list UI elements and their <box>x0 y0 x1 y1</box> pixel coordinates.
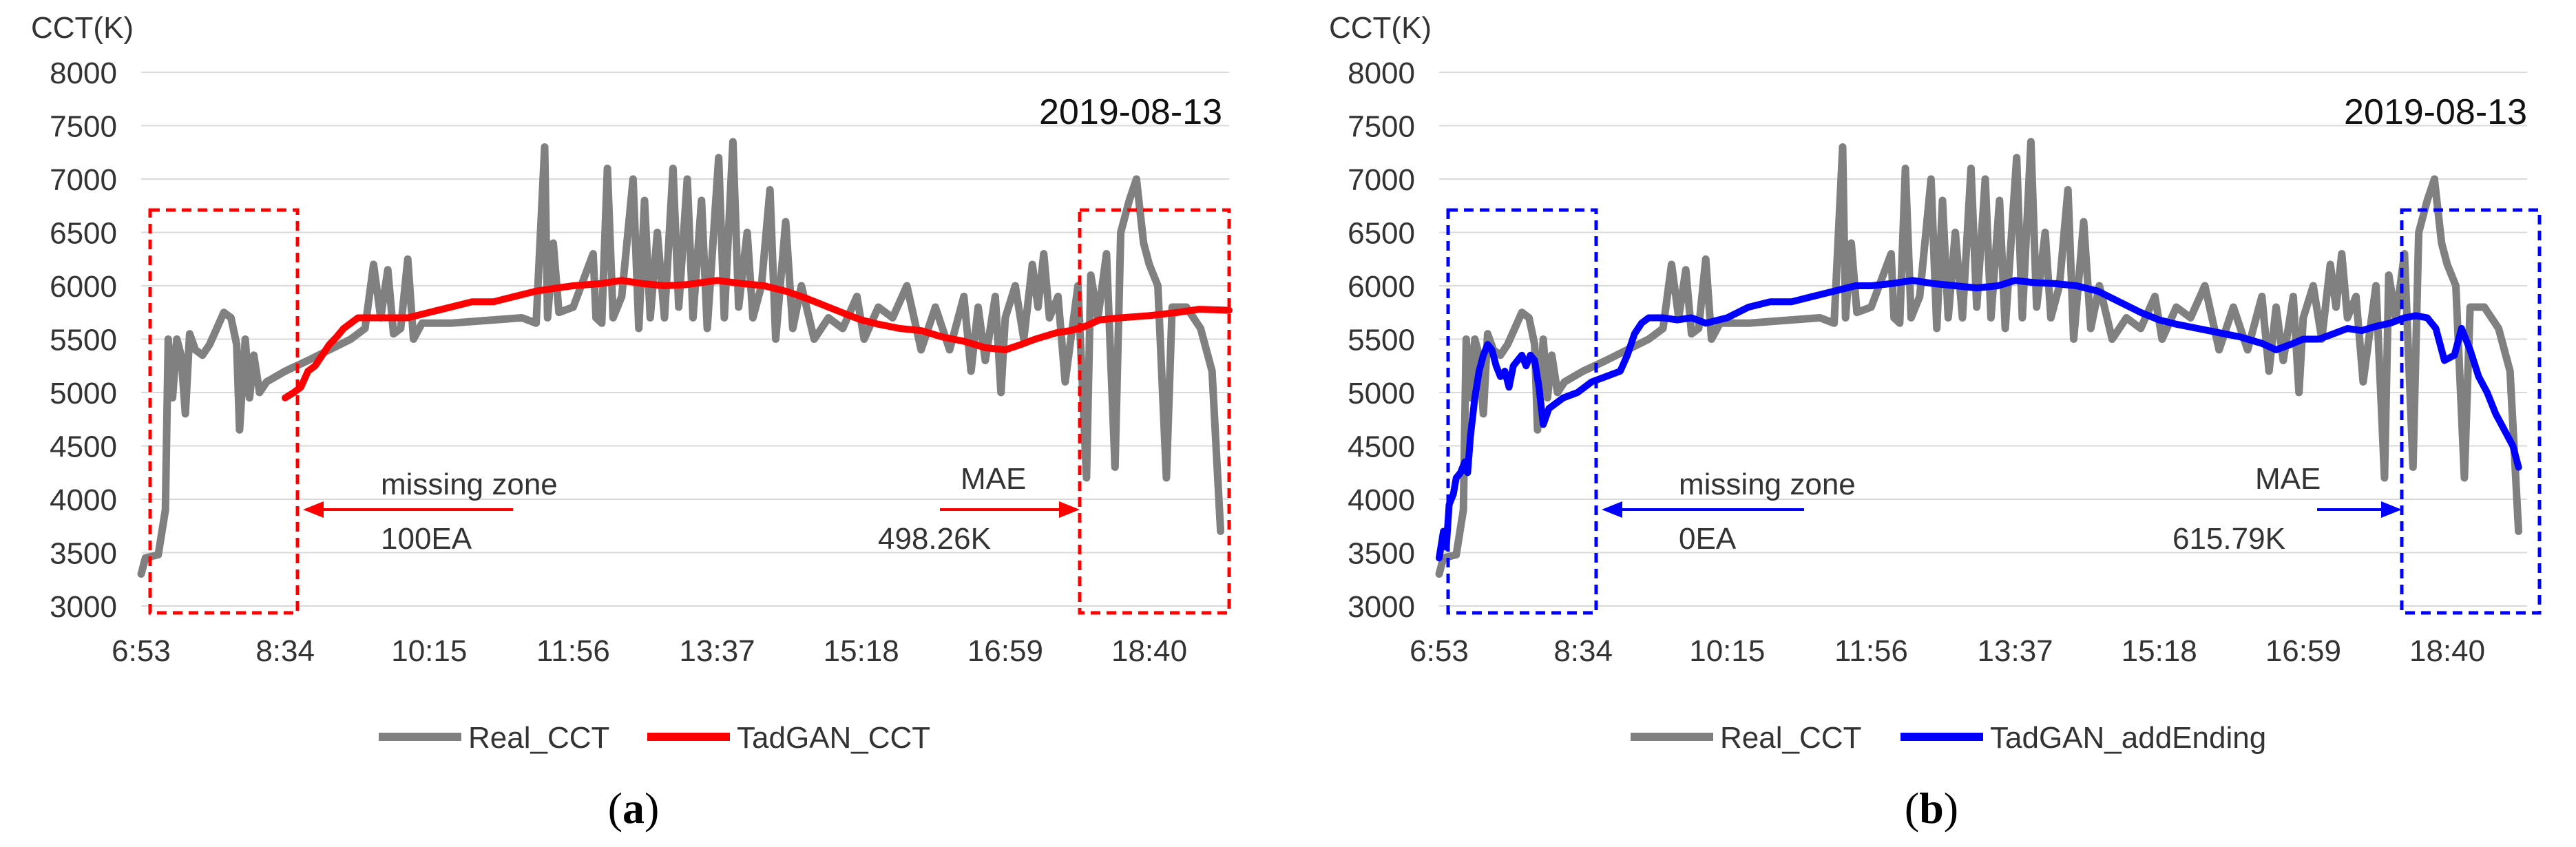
series-line-real-cct <box>1435 138 2523 578</box>
mae-value-label: 615.79K <box>2172 522 2285 556</box>
y-tick-label: 8000 <box>1348 56 1415 90</box>
mae-label: MAE <box>2255 462 2321 496</box>
x-tick-label: 18:40 <box>2409 634 2485 668</box>
y-tick-label: 4000 <box>50 483 117 517</box>
mae-arrowhead <box>1059 501 1080 518</box>
series-line-real-cct <box>137 138 1225 578</box>
y-tick-label: 3000 <box>50 590 117 624</box>
missing-zone-arrowhead <box>303 501 324 518</box>
evaluation-zone-box <box>2400 208 2542 615</box>
y-tick-label: 8000 <box>50 56 117 90</box>
legend-label-tadgan-addending: TadGAN_addEnding <box>1990 721 2266 755</box>
legend-label-real-cct: Real_CCT <box>468 721 609 755</box>
y-tick-label: 4500 <box>1348 430 1415 464</box>
panel-label-a: (a) <box>608 784 660 833</box>
series-line-tadgan-addending <box>1436 277 2522 562</box>
x-tick-label: 16:59 <box>967 634 1043 668</box>
x-tick-label: 13:37 <box>680 634 755 668</box>
x-tick-label: 11:56 <box>536 634 610 668</box>
y-tick-label: 5500 <box>50 324 117 357</box>
x-tick-label: 15:18 <box>2122 634 2197 668</box>
x-tick-label: 6:53 <box>1410 634 1469 668</box>
x-tick-label: 11:56 <box>1834 634 1908 668</box>
missing-zone-label: missing zone <box>1679 468 1856 501</box>
y-tick-label: 3500 <box>50 537 117 571</box>
y-tick-label: 3000 <box>1348 590 1415 624</box>
x-tick-label: 8:34 <box>255 634 315 668</box>
legend-label-tadgan-cct: TadGAN_CCT <box>737 721 930 755</box>
x-tick-label: 8:34 <box>1553 634 1613 668</box>
y-tick-label: 4000 <box>1348 483 1415 517</box>
missing-zone-arrowhead <box>1602 501 1622 518</box>
y-tick-label: 7000 <box>50 163 117 197</box>
y-tick-label: 5000 <box>1348 377 1415 410</box>
y-tick-label: 7500 <box>50 110 117 144</box>
y-tick-label: 7000 <box>1348 163 1415 197</box>
date-label: 2019-08-13 <box>2344 92 2527 132</box>
x-tick-label: 18:40 <box>1111 634 1187 668</box>
x-tick-label: 6:53 <box>112 634 171 668</box>
missing-zone-box <box>1446 208 1598 615</box>
mae-label: MAE <box>961 462 1026 496</box>
missing-zone-label: missing zone <box>381 468 558 501</box>
y-axis-title: CCT(K) <box>31 11 134 45</box>
panel-label-b: (b) <box>1905 784 1958 833</box>
y-tick-label: 6500 <box>50 217 117 251</box>
y-tick-label: 4500 <box>50 430 117 464</box>
x-tick-label: 16:59 <box>2265 634 2341 668</box>
mae-arrowhead <box>2381 501 2402 518</box>
y-axis-title: CCT(K) <box>1329 11 1432 45</box>
missing-count-label: 0EA <box>1679 522 1737 556</box>
y-tick-label: 3500 <box>1348 537 1415 571</box>
y-tick-label: 7500 <box>1348 110 1415 144</box>
date-label: 2019-08-13 <box>1039 92 1222 132</box>
y-tick-label: 5500 <box>1348 324 1415 357</box>
x-tick-label: 10:15 <box>1689 634 1765 668</box>
missing-count-label: 100EA <box>381 522 472 556</box>
x-tick-label: 10:15 <box>391 634 467 668</box>
x-tick-label: 13:37 <box>1978 634 2053 668</box>
missing-zone-box <box>148 208 300 615</box>
y-tick-label: 6500 <box>1348 217 1415 251</box>
legend-label-real-cct: Real_CCT <box>1720 721 1861 755</box>
panel-b: 3000 3500 4000 4500 5000 5500 6000 6500 7000 7500… <box>1329 11 2542 755</box>
x-tick-label: 15:18 <box>824 634 899 668</box>
mae-value-label: 498.26K <box>878 522 991 556</box>
evaluation-zone-box <box>1078 208 1231 615</box>
y-tick-label: 6000 <box>1348 270 1415 304</box>
y-tick-label: 6000 <box>50 270 117 304</box>
series-line-tadgan-cct <box>282 277 1233 401</box>
panel-a: 3000 3500 4000 4500 5000 5500 6000 6500 7000 7500… <box>31 11 1233 755</box>
y-tick-label: 5000 <box>50 377 117 410</box>
